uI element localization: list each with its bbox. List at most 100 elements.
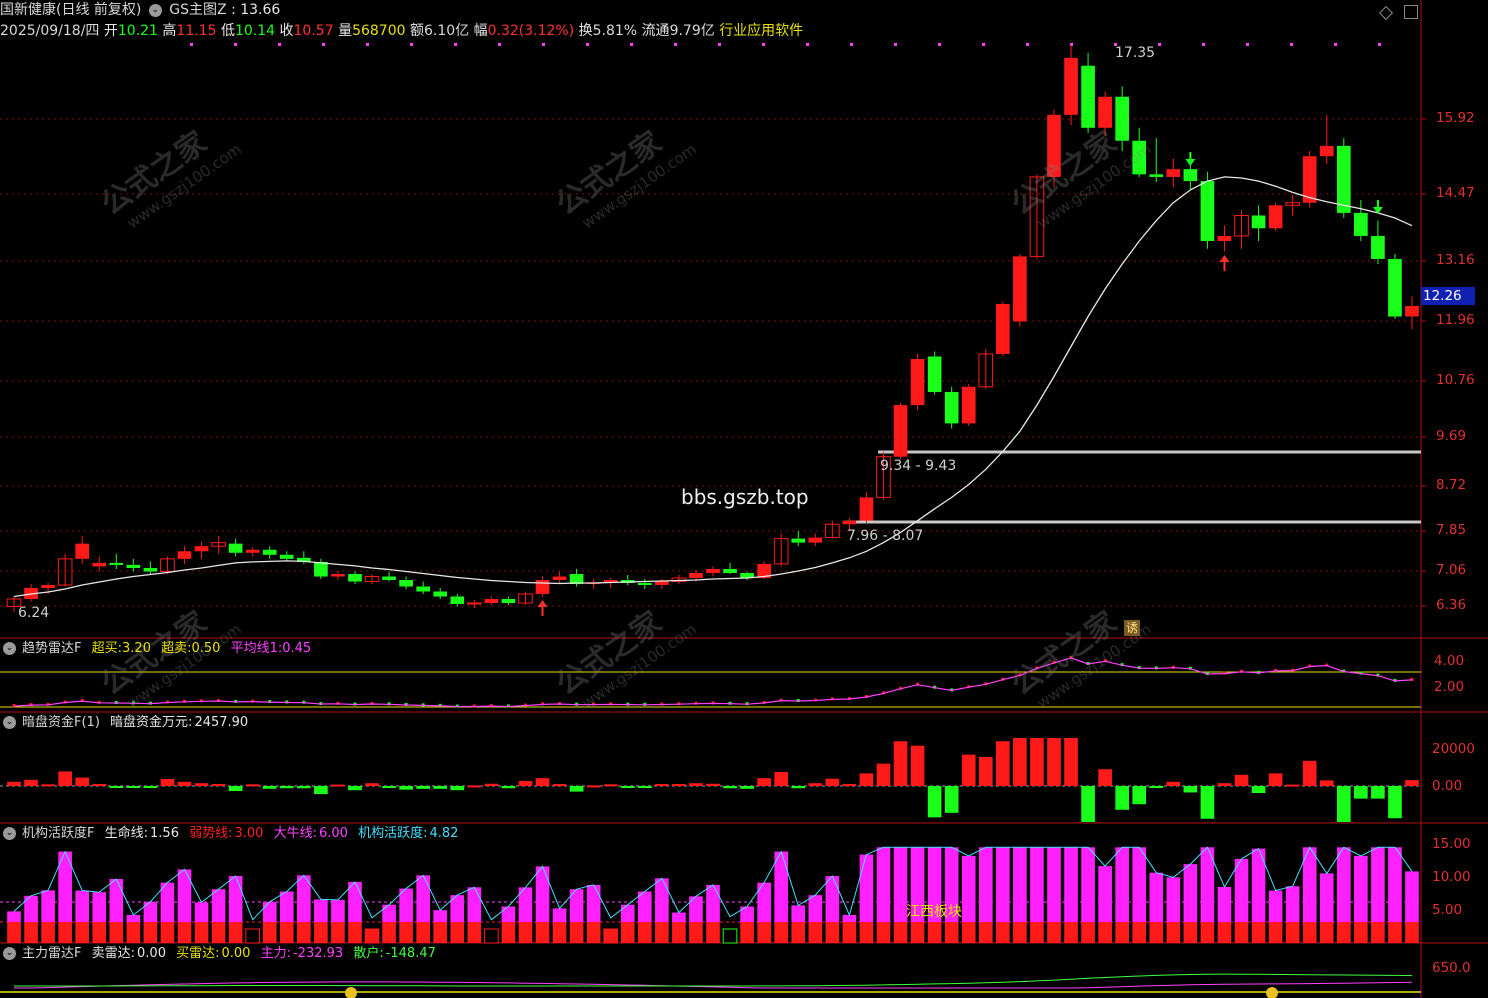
panel3-bar-upper: [433, 910, 448, 922]
panel3-bar-upper: [825, 876, 840, 922]
price-axis-label: 10.76: [1436, 372, 1475, 388]
panel2-bar: [637, 786, 652, 788]
panel2-bar: [1098, 769, 1112, 786]
candle-body: [297, 557, 311, 562]
candle-body: [194, 546, 209, 552]
panel2-bar: [450, 786, 465, 791]
panel1-buy-label: 超买:: [91, 641, 123, 656]
panel4-retail-line: [14, 973, 1413, 987]
candle-body: [859, 497, 874, 521]
low-label: 低: [220, 23, 235, 39]
candle-body: [1319, 145, 1334, 157]
signal-dot: [454, 43, 457, 46]
panel3-bar-upper: [944, 847, 959, 922]
candle-body: [1081, 65, 1095, 128]
panel3-bar-lower: [262, 922, 277, 943]
panel3-bar-upper: [637, 891, 652, 922]
panel2-bar: [603, 784, 618, 787]
panel3-bar-lower: [450, 922, 465, 943]
panel3-bar-lower: [893, 922, 908, 943]
stock-name[interactable]: 国新健康(日线 前复权): [0, 2, 142, 18]
collapse-icon[interactable]: ⌄: [3, 642, 16, 655]
panel3-bar-lower: [637, 922, 652, 943]
panel3-bar-lower: [126, 922, 141, 943]
panel3-ytick: 15.00: [1432, 836, 1471, 852]
candle-body: [842, 520, 857, 525]
panel2-bar: [927, 786, 942, 818]
candle-body: [433, 591, 448, 597]
panel3-bar-upper: [655, 878, 669, 922]
panel3-bar-lower: [1371, 922, 1385, 943]
candle-body: [416, 586, 430, 592]
signal-dot: [938, 43, 941, 46]
candle-body: [808, 537, 823, 543]
panel3-bar-lower: [279, 922, 294, 943]
candle-body: [961, 386, 976, 424]
signal-dot: [1202, 43, 1205, 46]
indicator-name[interactable]: GS主图Z: [169, 2, 227, 18]
dropdown-icon[interactable]: ⌄: [148, 3, 162, 17]
panel3-bar-lower: [808, 922, 823, 943]
panel3-bar-upper: [58, 851, 72, 922]
candle-body: [484, 599, 499, 603]
panel3-bar-upper: [279, 891, 294, 922]
panel4-name[interactable]: 主力雷达F: [22, 946, 82, 961]
panel2-ytick: 20000: [1432, 741, 1475, 757]
candle-body: [6, 598, 22, 607]
panel2-fund-label: 暗盘资金万元:: [110, 715, 193, 730]
panel4-buy-label: 买雷达:: [176, 946, 220, 961]
low-value: 10.14: [234, 23, 276, 39]
panel3-bar-lower: [1388, 922, 1402, 943]
panel3-name[interactable]: 机构活跃度F: [22, 826, 95, 841]
panel2-bar: [1149, 786, 1164, 788]
candle-body: [1405, 306, 1419, 317]
candle-body: [518, 593, 533, 604]
candle-body: [57, 558, 73, 586]
signal-dot: [586, 43, 589, 46]
panel2-bar: [1030, 738, 1044, 786]
panel2-bar: [1251, 786, 1266, 793]
panel3-weak: 3.00: [234, 826, 264, 841]
panel3-bar-lower: [740, 922, 754, 943]
panel3-bar-lower: [876, 922, 891, 943]
panel3-bar-upper: [1217, 886, 1232, 922]
panel3-bar-low: [364, 928, 380, 944]
panel3-bar-upper: [262, 901, 277, 922]
panel-toggle-icon[interactable]: [1404, 5, 1418, 19]
panel2-bar: [279, 786, 294, 789]
candle-body: [552, 576, 567, 580]
industry-link[interactable]: 行业应用软件: [719, 23, 804, 39]
signal-dot: [1026, 43, 1029, 46]
panel1-name[interactable]: 趋势雷达F: [22, 641, 82, 656]
panel3-bar-upper: [92, 892, 107, 922]
sector-text: 江西板块: [906, 904, 962, 920]
panel3-bar-upper: [1064, 847, 1078, 922]
panel3-bar-lower: [1030, 922, 1044, 943]
candle-body: [1251, 215, 1266, 229]
panel2-bar: [1132, 786, 1147, 805]
panel3-bar-upper: [1200, 847, 1215, 922]
collapse-icon[interactable]: ⌄: [3, 716, 16, 729]
panel3-bar-lower: [791, 922, 806, 943]
panel3-bar-upper: [24, 895, 38, 922]
panel3-bar-lower: [706, 922, 720, 943]
panel3-bar-upper: [1319, 873, 1334, 922]
collapse-icon[interactable]: ⌄: [3, 947, 16, 960]
panel2-name[interactable]: 暗盘资金F(1): [22, 715, 100, 730]
panel2-bar: [228, 786, 243, 792]
panel1-sell-label: 超卖:: [161, 641, 192, 656]
panel3-bar-upper: [1013, 847, 1027, 922]
panel3-bar-upper: [569, 889, 584, 922]
candle-body: [773, 538, 789, 565]
panel3-ytick: 5.00: [1432, 902, 1463, 918]
panel3-bar-lower: [297, 922, 311, 943]
panel3-bar-lower: [825, 922, 840, 943]
candle-body: [41, 585, 55, 588]
collapse-icon[interactable]: ⌄: [3, 827, 16, 840]
amount-value: 6.10亿: [423, 23, 470, 39]
panel2-bar: [1234, 774, 1249, 786]
candle-body: [1285, 202, 1300, 206]
panel2-bar: [569, 786, 584, 792]
panel2-bar: [620, 786, 635, 788]
